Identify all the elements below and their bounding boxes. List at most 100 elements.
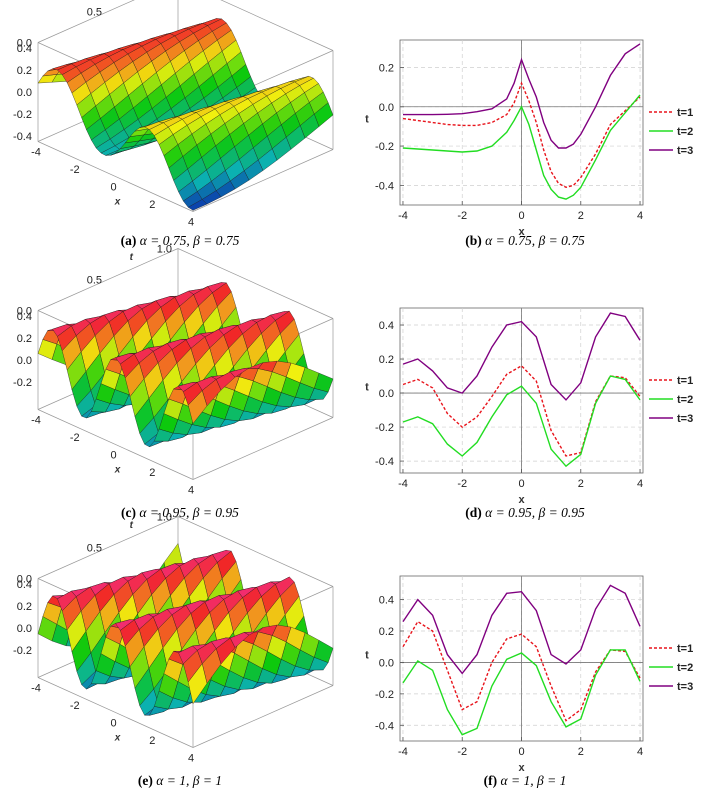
y-tick-label: 0.0	[379, 657, 394, 669]
surface-mesh	[37, 18, 334, 211]
z-tick-label: 0.4	[17, 579, 32, 591]
y-axis-label: t	[365, 382, 369, 394]
surface-mesh	[37, 543, 334, 716]
series-line-t=2	[402, 649, 641, 736]
caption-b-text: α = 0.75, β = 0.75	[485, 233, 585, 248]
x-axis-label: x	[518, 494, 525, 506]
plot-area: -4 -2 0 2 4 -0.4 -0.2 0.0 0.2 x t	[365, 39, 644, 238]
x-tick-label: 2	[149, 735, 155, 747]
x-tick-label: 0	[518, 210, 524, 222]
z-tick-label: -0.2	[13, 377, 32, 389]
x-tick-label: 0	[518, 746, 524, 758]
box-edge	[37, 409, 194, 480]
t-tick-label: 0.5	[87, 543, 102, 555]
plot-area: -4 -2 0 2 4 -0.4 -0.2 0.0 0.2 0.4 x t	[365, 575, 644, 774]
x-tick-label: -2	[70, 700, 80, 712]
t-tick-label: 1.0	[157, 512, 172, 524]
x-axis-label: x	[518, 226, 525, 238]
z-tick-label: 0.0	[17, 623, 32, 635]
caption-c-label: (c)	[121, 505, 137, 520]
surface-cell	[188, 390, 208, 424]
x-tick-label: 2	[578, 210, 584, 222]
t-tick-label: 0.5	[87, 7, 102, 19]
legend-label: t=1	[677, 107, 693, 119]
x-tick-label: -4	[31, 415, 41, 427]
box-edge	[192, 149, 334, 212]
x-tick-label: 2	[578, 478, 584, 490]
surface-cell	[187, 199, 208, 211]
legend: t=1 t=2 t=3	[649, 107, 693, 157]
legend-label: t=2	[677, 662, 693, 674]
x-tick-label: -4	[31, 147, 41, 159]
series-line-t=3	[402, 584, 641, 675]
x-tick-label: 4	[188, 217, 194, 229]
caption-c: (c) α = 0.95, β = 0.95	[0, 505, 360, 521]
y-axis-label: t	[365, 650, 369, 662]
z-tick-label: 0.2	[17, 601, 32, 613]
caption-a: (a) α = 0.75, β = 0.75	[0, 233, 360, 249]
caption-e-label: (e)	[137, 773, 153, 788]
caption-a-text: α = 0.75, β = 0.75	[139, 233, 240, 248]
box-edge	[37, 677, 194, 748]
caption-c-text: α = 0.95, β = 0.95	[139, 505, 239, 520]
z-tick-label: 0.2	[17, 333, 32, 345]
t-tick-label: 0.5	[87, 275, 102, 287]
x-tick-label: 4	[637, 210, 643, 222]
caption-f-label: (f)	[483, 773, 498, 788]
caption-f: (f) α = 1, β = 1	[345, 773, 705, 789]
box-edge	[37, 141, 194, 212]
y-tick-label: -0.4	[375, 456, 394, 468]
legend-label: t=1	[677, 375, 693, 387]
y-tick-label: 0.2	[379, 626, 394, 638]
caption-f-text: α = 1, β = 1	[500, 773, 567, 788]
box-edge	[37, 248, 179, 311]
series-line-t=1	[402, 620, 641, 722]
legend-label: t=3	[677, 413, 693, 425]
legend-label: t=3	[677, 681, 693, 693]
legend-label: t=2	[677, 126, 693, 138]
x-axis-label: x	[114, 465, 121, 476]
x-tick-label: 4	[188, 753, 194, 765]
t-axis-label: t	[130, 252, 134, 263]
x-tick-label: 2	[149, 467, 155, 479]
y-axis-label: t	[365, 114, 369, 126]
plot-area: -4 -2 0 2 4 -0.4 -0.2 0.0 0.2 0.4 x t	[365, 307, 644, 506]
caption-a-label: (a)	[120, 233, 137, 248]
line-chart-d: -4 -2 0 2 4 -0.4 -0.2 0.0 0.2 0.4 x t t=1 t=2 t=3	[360, 268, 721, 506]
t-tick-label: 0.0	[17, 38, 32, 50]
x-tick-label: -2	[457, 478, 467, 490]
box-edge	[192, 417, 334, 480]
t-tick-label: 0.0	[17, 306, 32, 318]
y-tick-label: 0.0	[379, 388, 394, 400]
y-tick-label: 0.2	[379, 63, 394, 75]
caption-b-label: (b)	[465, 233, 482, 248]
caption-b: (b) α = 0.75, β = 0.75	[345, 233, 705, 249]
box-edge	[177, 248, 334, 319]
surface-mesh	[37, 282, 334, 447]
y-tick-label: 0.0	[379, 102, 394, 114]
z-tick-label: -0.4	[13, 131, 32, 143]
series-line-t=3	[403, 43, 641, 149]
surface-labels: -4 -2 0 2 4 x 0.0 0.5 1.0 t 0.4 0.2 0.0 -0.2	[13, 512, 194, 765]
x-tick-label: 2	[149, 199, 155, 211]
t-tick-label: 0.0	[17, 574, 32, 586]
x-axis-label: x	[114, 197, 121, 208]
x-axis-label: x	[114, 733, 121, 744]
series-line-t=2	[402, 375, 641, 468]
x-tick-label: 0	[110, 182, 116, 194]
z-tick-label: 0.0	[17, 355, 32, 367]
box-edge	[220, 0, 334, 51]
caption-d-label: (d)	[465, 505, 482, 520]
y-tick-label: 0.4	[379, 320, 394, 332]
legend: t=1 t=2 t=3	[649, 375, 693, 425]
surface-plot-e-svg: -4 -2 0 2 4 x 0.0 0.5 1.0 t 0.4 0.2 0.0 -0.2	[13, 512, 334, 765]
x-tick-label: 0	[518, 478, 524, 490]
y-tick-label: -0.4	[375, 180, 394, 192]
line-chart-d-svg: -4 -2 0 2 4 -0.4 -0.2 0.0 0.2 0.4 x t t=1 t=2 t=3	[365, 307, 693, 506]
z-tick-label: 0.2	[17, 65, 32, 77]
x-tick-label: -4	[31, 683, 41, 695]
line-chart-f-svg: -4 -2 0 2 4 -0.4 -0.2 0.0 0.2 0.4 x t t=1 t=2 t=3	[365, 575, 693, 774]
surface-plot-c: -4 -2 0 2 4 x 0.0 0.5 1.0 t 0.4 0.2 0.0 -0.2	[0, 244, 334, 500]
